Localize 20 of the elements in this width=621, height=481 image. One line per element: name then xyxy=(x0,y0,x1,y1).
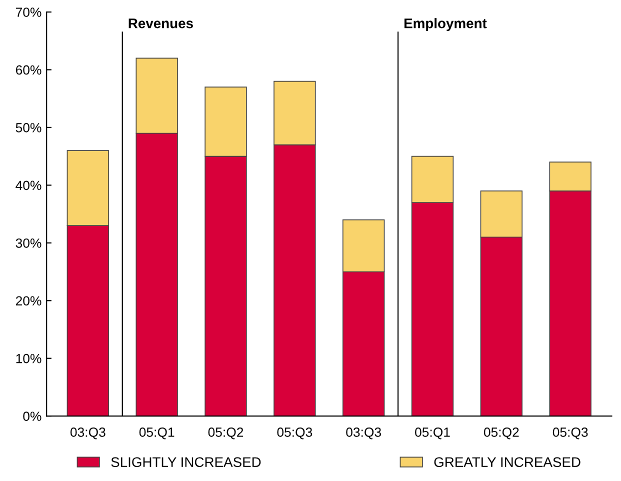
x-tick-label: 05:Q3 xyxy=(277,428,312,440)
x-tick-label: 03:Q3 xyxy=(70,428,106,440)
y-tick-label: 30% xyxy=(16,238,42,248)
x-tick-label: 03:Q3 xyxy=(346,428,381,440)
x-tick-label: 05:Q1 xyxy=(139,428,174,440)
x-tick-label: 05:Q2 xyxy=(208,428,244,440)
legend-label: GREATLY INCREASED xyxy=(434,457,580,468)
y-tick-label: 0% xyxy=(23,412,42,421)
legend-label: SLIGHTLY INCREASED xyxy=(111,457,261,468)
annotation: Employment xyxy=(404,18,487,32)
x-tick-label: 05:Q2 xyxy=(484,428,519,440)
y-tick-label: 40% xyxy=(16,180,42,190)
x-tick-label: 05:Q1 xyxy=(415,428,450,440)
y-tick-label: 50% xyxy=(16,123,42,132)
y-tick-label: 70% xyxy=(16,8,42,17)
y-tick-label: 60% xyxy=(16,65,42,75)
y-tick-label: 10% xyxy=(16,354,42,364)
annotation: Revenues xyxy=(128,18,193,28)
x-tick-label: 05:Q3 xyxy=(552,428,588,440)
y-tick-label: 20% xyxy=(16,296,42,306)
